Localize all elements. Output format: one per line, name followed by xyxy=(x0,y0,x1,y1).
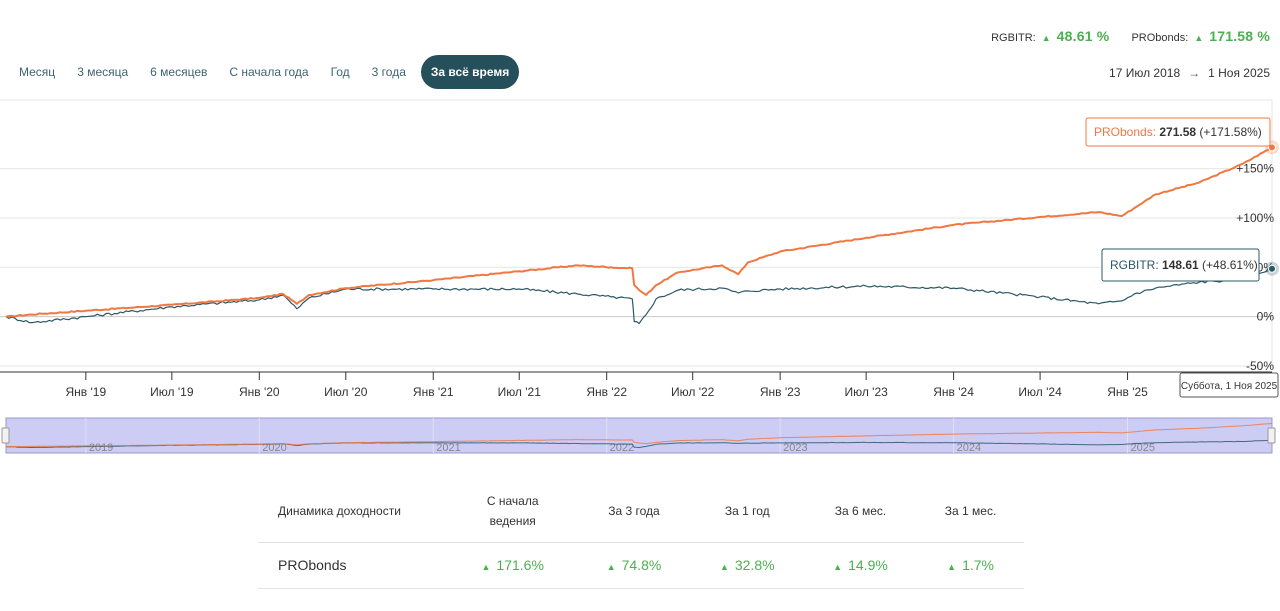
navigator-handle-right xyxy=(1267,427,1276,444)
navigator-year-label: 2019 xyxy=(89,442,113,454)
arrow-right-icon: → xyxy=(1188,66,1201,80)
tab-ytd[interactable]: С начала года xyxy=(229,65,309,79)
chart-grid xyxy=(0,99,1273,372)
cell-3-years: ▲ 74.8% xyxy=(577,542,691,589)
x-tick-label: Янв '23 xyxy=(760,385,801,399)
navigator-year-label: 2023 xyxy=(783,442,807,454)
tooltip-box xyxy=(1101,248,1260,282)
crosshair-date-tooltip: Суббота, 1 Ноя 2025 xyxy=(1179,372,1279,398)
tooltip-series-label: RGBITR: xyxy=(1110,258,1162,272)
x-tick-label: Янв '19 xyxy=(66,385,107,399)
y-axis-labels: +150%+100%+50%0%-50% xyxy=(1236,162,1274,373)
header-1-month: За 1 мес. xyxy=(917,480,1024,543)
header-dynamics: Динамика доходности xyxy=(258,480,448,543)
tab-year[interactable]: Год xyxy=(330,65,350,79)
date-to[interactable]: 1 Ноя 2025 xyxy=(1208,66,1270,80)
x-tick-label: Июл '21 xyxy=(498,385,542,399)
x-tick-label: Янв '25 xyxy=(1107,385,1148,399)
header-since-inception: С начала ведения xyxy=(448,480,578,543)
x-tick-label: Июл '20 xyxy=(324,385,368,399)
header-3-years: За 3 года xyxy=(577,480,691,543)
cell-since-inception: ▲ 171.6% xyxy=(448,542,578,589)
tooltip-text: RGBITR: 148.61 (+48.61%) xyxy=(1110,258,1258,272)
table-header-row: Динамика доходности С начала ведения За … xyxy=(258,480,1024,543)
up-triangle-icon: ▲ xyxy=(719,562,729,572)
summary-probonds-name: PRObonds: xyxy=(1131,32,1189,44)
navigator-handle-left xyxy=(1,427,10,444)
y-tick-label: -50% xyxy=(1246,359,1274,373)
y-tick-label: +100% xyxy=(1236,211,1274,225)
tab-3-months[interactable]: 3 месяца xyxy=(77,65,129,79)
cell-1-year: ▲ 32.8% xyxy=(690,542,804,589)
up-triangle-icon: ▲ xyxy=(833,562,843,572)
series-line-probonds xyxy=(5,146,1273,318)
series-line-rgbitr xyxy=(5,268,1273,325)
cell-6-months: ▲ 14.9% xyxy=(803,542,918,589)
tooltip-text: PRObonds: 271.58 (+171.58%) xyxy=(1094,125,1262,139)
x-tick-label: Янв '24 xyxy=(933,385,974,399)
performance-table: Динамика доходности С начала ведения За … xyxy=(258,480,1024,589)
tab-all-time[interactable]: За всё время xyxy=(420,55,520,89)
navigator-year-label: 2020 xyxy=(262,442,286,454)
table-row: PRObonds ▲ 171.6% ▲ 74.8% ▲ 32.8% ▲ 14.9% ▲ 1… xyxy=(258,542,1024,589)
up-triangle-icon: ▲ xyxy=(1194,33,1204,43)
navigator-year-label: 2025 xyxy=(1131,442,1155,454)
date-from[interactable]: 17 Июл 2018 xyxy=(1109,66,1181,80)
x-tick-label: Янв '22 xyxy=(586,385,627,399)
x-tick-label: Янв '20 xyxy=(239,385,280,399)
header-1-year: За 1 год xyxy=(690,480,804,543)
chart-tooltips: PRObonds: 271.58 (+171.58%) RGBITR: 148.6… xyxy=(1085,117,1279,398)
crosshair-date-label: Суббота, 1 Ноя 2025 xyxy=(1181,380,1278,392)
range-navigator: 2019 2020 2021 2022 2023 2024 2025 xyxy=(1,417,1276,454)
up-triangle-icon: ▲ xyxy=(1041,33,1051,43)
up-triangle-icon: ▲ xyxy=(947,562,957,572)
summary-probonds-value: 171.58 % xyxy=(1209,28,1270,44)
cell-1-month: ▲ 1.7% xyxy=(917,542,1024,589)
tooltip-change: (+171.58%) xyxy=(1196,125,1262,139)
period-tabs: Месяц 3 месяца 6 месяцев С начала года Г… xyxy=(8,55,520,89)
navigator-line-probonds xyxy=(6,423,1273,448)
y-tick-label: 0% xyxy=(1257,310,1275,324)
x-axis: Янв '19 Июл '19 Янв '20 Июл '20 Янв '21 Июл '… xyxy=(0,371,1272,399)
navigator-year-label: 2021 xyxy=(436,442,460,454)
summary-rgbitr-name: RGBITR: xyxy=(991,32,1036,44)
navigator-year-label: 2022 xyxy=(610,442,634,454)
tab-month[interactable]: Месяц xyxy=(19,65,56,79)
tooltip-change: (+48.61%) xyxy=(1199,258,1258,272)
tooltip-box xyxy=(1085,117,1271,147)
up-triangle-icon: ▲ xyxy=(606,562,616,572)
end-marker xyxy=(1268,143,1276,152)
x-tick-label: Июл '22 xyxy=(671,385,715,399)
tooltip-probonds: PRObonds: 271.58 (+171.58%) xyxy=(1085,117,1271,147)
crosshair-box xyxy=(1179,372,1279,398)
summary-rgbitr-value: 48.61 % xyxy=(1056,28,1110,44)
up-triangle-icon: ▲ xyxy=(481,562,491,572)
tab-6-months[interactable]: 6 месяцев xyxy=(150,65,208,79)
tooltip-value: 148.61 xyxy=(1162,258,1199,272)
tooltip-series-label: PRObonds: xyxy=(1094,125,1159,139)
tooltip-rgbitr: RGBITR: 148.61 (+48.61%) xyxy=(1101,248,1260,282)
x-tick-label: Июл '24 xyxy=(1018,385,1062,399)
header-6-months: За 6 мес. xyxy=(803,480,918,543)
end-marker xyxy=(1268,264,1276,273)
chart-lines xyxy=(5,140,1279,325)
navigator-year-label: 2024 xyxy=(957,442,981,454)
row-name: PRObonds xyxy=(258,542,448,589)
x-tick-label: Июл '19 xyxy=(150,385,194,399)
date-range: 17 Июл 2018 → 1 Ноя 2025 xyxy=(1109,66,1270,80)
x-tick-label: Июл '23 xyxy=(844,385,888,399)
tab-3-years[interactable]: 3 года xyxy=(371,65,406,79)
tooltip-value: 271.58 xyxy=(1159,125,1196,139)
y-tick-label: +150% xyxy=(1236,162,1274,176)
summary-bar: RGBITR: ▲ 48.61 % PRObonds: ▲ 171.58 % xyxy=(975,28,1270,44)
x-tick-label: Янв '21 xyxy=(413,385,454,399)
